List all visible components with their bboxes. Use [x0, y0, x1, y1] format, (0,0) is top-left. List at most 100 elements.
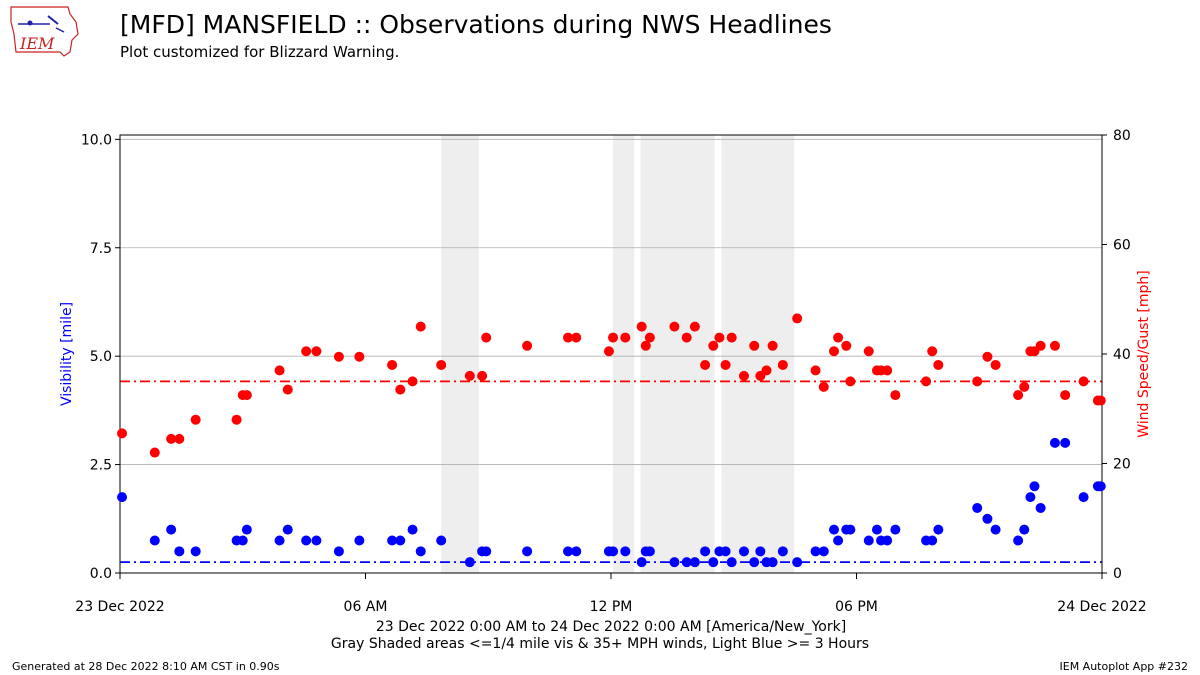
wind-point	[972, 376, 983, 387]
right-tick-label: 80	[1113, 128, 1131, 144]
visibility-point	[407, 524, 418, 535]
wind-point	[603, 346, 614, 357]
visibility-point	[720, 546, 731, 557]
generated-note: Generated at 28 Dec 2022 8:10 AM CST in …	[12, 660, 280, 673]
right-tick-label: 40	[1113, 347, 1131, 363]
left-tick-label: 7.5	[90, 241, 112, 257]
wind-point	[777, 359, 788, 370]
app-credit: IEM Autoplot App #232	[1059, 660, 1189, 673]
visibility-point	[767, 557, 778, 568]
visibility-point	[669, 557, 680, 568]
visibility-point	[174, 546, 185, 557]
wind-point	[818, 381, 829, 392]
visibility-point	[1049, 437, 1060, 448]
x-tick-label: 23 Dec 2022	[75, 599, 164, 615]
visibility-point	[190, 546, 201, 557]
visibility-point	[166, 524, 177, 535]
visibility-point	[689, 557, 700, 568]
wind-point	[738, 370, 749, 381]
shaded-period	[640, 135, 715, 573]
visibility-point	[436, 535, 447, 546]
visibility-point	[927, 535, 938, 546]
wind-point	[1095, 395, 1106, 406]
wind-point	[608, 332, 619, 343]
visibility-point	[982, 513, 993, 524]
visibility-point	[620, 546, 631, 557]
visibility-point	[608, 546, 619, 557]
wind-point	[1035, 340, 1046, 351]
wind-point	[1019, 381, 1030, 392]
wind-point	[464, 370, 475, 381]
visibility-point	[464, 557, 475, 568]
wind-point	[927, 346, 938, 357]
wind-point	[301, 346, 312, 357]
wind-point	[681, 332, 692, 343]
wind-point	[810, 365, 821, 376]
visibility-point	[282, 524, 293, 535]
x-tick-label: 06 AM	[344, 599, 388, 615]
wind-point	[636, 321, 647, 332]
visibility-point	[415, 546, 426, 557]
wind-point	[828, 346, 839, 357]
wind-point	[890, 390, 901, 401]
wind-point	[166, 433, 177, 444]
wind-point	[231, 414, 242, 425]
visibility-point	[1095, 481, 1106, 492]
wind-point	[761, 365, 772, 376]
right-tick-label: 0	[1113, 566, 1122, 582]
wind-point	[1078, 376, 1089, 387]
visibility-point	[333, 546, 344, 557]
visibility-point	[1013, 535, 1024, 546]
visibility-point	[563, 546, 574, 557]
wind-point	[407, 376, 418, 387]
wind-point	[1013, 390, 1024, 401]
visibility-point	[241, 524, 252, 535]
visibility-point	[237, 535, 248, 546]
wind-point	[921, 376, 932, 387]
visibility-point	[681, 557, 692, 568]
wind-point	[982, 351, 993, 362]
shaded-period	[441, 135, 479, 573]
visibility-point	[571, 546, 582, 557]
wind-point	[933, 359, 944, 370]
visibility-point	[644, 546, 655, 557]
visibility-point	[972, 502, 983, 513]
visibility-point	[833, 535, 844, 546]
visibility-point	[845, 524, 856, 535]
wind-point	[833, 332, 844, 343]
page-title: [MFD] MANSFIELD :: Observations during N…	[120, 10, 832, 39]
visibility-point	[749, 557, 760, 568]
wind-point	[333, 351, 344, 362]
wind-point	[669, 321, 680, 332]
visibility-point	[738, 546, 749, 557]
x-tick-label: 12 PM	[590, 599, 633, 615]
shaded-period	[721, 135, 795, 573]
left-tick-label: 10.0	[81, 132, 112, 148]
visibility-point	[810, 546, 821, 557]
visibility-point	[726, 557, 737, 568]
x-tick-label: 06 PM	[835, 599, 878, 615]
wind-point	[1049, 340, 1060, 351]
shaded-period	[613, 135, 635, 573]
visibility-point	[636, 557, 647, 568]
visibility-point	[871, 524, 882, 535]
visibility-point	[755, 546, 766, 557]
wind-point	[708, 340, 719, 351]
visibility-point	[882, 535, 893, 546]
left-tick-label: 2.5	[90, 458, 112, 474]
right-tick-label: 20	[1113, 457, 1131, 473]
wind-point	[792, 313, 803, 324]
visibility-point	[149, 535, 160, 546]
visibility-point	[990, 524, 1001, 535]
visibility-point	[792, 557, 803, 568]
visibility-point	[933, 524, 944, 535]
visibility-point	[301, 535, 312, 546]
wind-point	[1060, 390, 1071, 401]
wind-point	[620, 332, 631, 343]
visibility-point	[522, 546, 533, 557]
visibility-point	[387, 535, 398, 546]
iem-logo: IEM	[8, 4, 80, 62]
wind-point	[481, 332, 492, 343]
wind-point	[311, 346, 322, 357]
